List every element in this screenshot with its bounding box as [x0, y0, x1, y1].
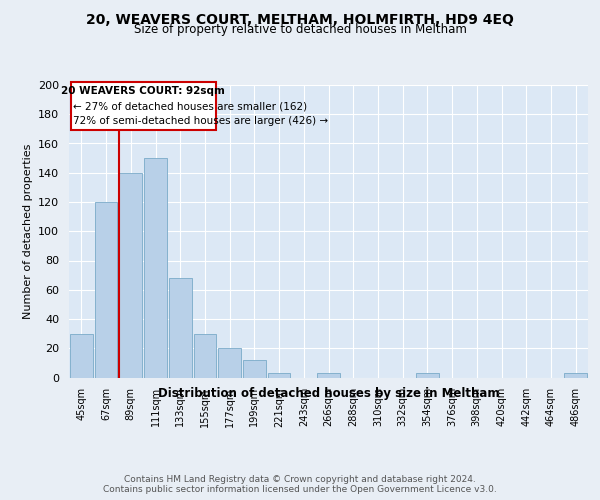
Text: 72% of semi-detached houses are larger (426) →: 72% of semi-detached houses are larger (…	[73, 116, 329, 126]
Y-axis label: Number of detached properties: Number of detached properties	[23, 144, 32, 319]
Bar	[243, 360, 266, 378]
Bar	[416, 373, 439, 378]
Text: Size of property relative to detached houses in Meltham: Size of property relative to detached ho…	[134, 24, 466, 36]
Text: 20, WEAVERS COURT, MELTHAM, HOLMFIRTH, HD9 4EQ: 20, WEAVERS COURT, MELTHAM, HOLMFIRTH, H…	[86, 12, 514, 26]
Text: ← 27% of detached houses are smaller (162): ← 27% of detached houses are smaller (16…	[73, 101, 308, 111]
Bar	[218, 348, 241, 378]
Bar	[169, 278, 191, 378]
Bar	[144, 158, 167, 378]
Text: 20 WEAVERS COURT: 92sqm: 20 WEAVERS COURT: 92sqm	[61, 86, 225, 97]
Bar	[194, 334, 216, 378]
Bar	[70, 334, 93, 378]
Bar	[268, 373, 290, 378]
Bar	[564, 373, 587, 378]
Text: Distribution of detached houses by size in Meltham: Distribution of detached houses by size …	[158, 388, 500, 400]
Bar	[119, 173, 142, 378]
Bar	[95, 202, 118, 378]
Text: Contains HM Land Registry data © Crown copyright and database right 2024.
Contai: Contains HM Land Registry data © Crown c…	[103, 474, 497, 494]
Bar	[71, 82, 215, 130]
Bar	[317, 373, 340, 378]
